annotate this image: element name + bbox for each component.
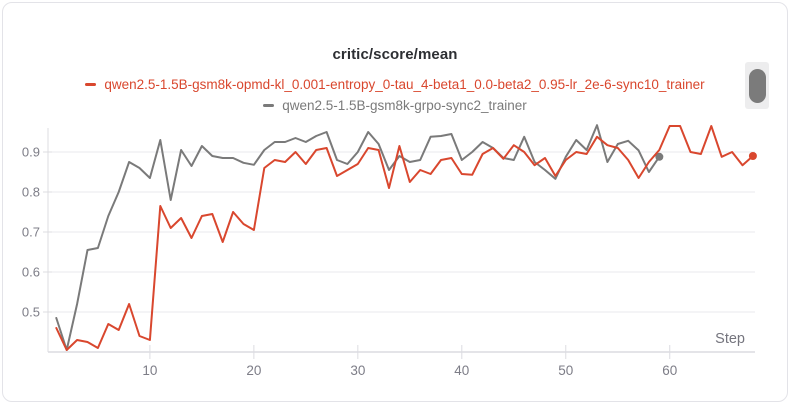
series-line-grpo	[55, 124, 661, 351]
legend: qwen2.5-1.5B-gsm8k-opmd-kl_0.001-entropy…	[0, 75, 790, 115]
legend-label-opmd-run: qwen2.5-1.5B-gsm8k-opmd-kl_0.001-entropy…	[104, 77, 705, 92]
legend-scrollbar-thumb[interactable]	[748, 69, 766, 103]
x-axis-tick-label: 30	[350, 363, 365, 378]
legend-scrollbar-track[interactable]	[745, 62, 769, 109]
x-axis-tick-label: 10	[142, 363, 157, 378]
x-axis-tick-label: 60	[662, 363, 677, 378]
chart-title: critic/score/mean	[332, 46, 458, 63]
legend-line-swatch-grpo	[263, 104, 275, 107]
x-axis-tick-label: 50	[558, 363, 573, 378]
x-axis-tick-label: 40	[454, 363, 469, 378]
series-line-opmd	[55, 125, 754, 351]
y-axis-tick-label: 0.6	[22, 265, 40, 280]
y-axis-tick-label: 0.9	[22, 145, 40, 160]
legend-label-grpo-run: qwen2.5-1.5B-gsm8k-grpo-sync2_trainer	[282, 98, 527, 113]
series-end-dot-grpo	[655, 152, 664, 161]
y-axis-tick-label: 0.5	[22, 305, 40, 320]
y-axis-tick-label: 0.7	[22, 225, 40, 240]
x-axis-title: Step	[715, 331, 745, 347]
legend-item-grpo-run[interactable]: qwen2.5-1.5B-gsm8k-grpo-sync2_trainer	[263, 96, 527, 115]
x-axis-tick-label: 20	[246, 363, 261, 378]
legend-line-swatch-opmd	[85, 83, 97, 86]
legend-item-opmd-run[interactable]: qwen2.5-1.5B-gsm8k-opmd-kl_0.001-entropy…	[85, 75, 705, 94]
y-axis-tick-label: 0.8	[22, 185, 40, 200]
series-end-dot-opmd	[748, 152, 757, 160]
